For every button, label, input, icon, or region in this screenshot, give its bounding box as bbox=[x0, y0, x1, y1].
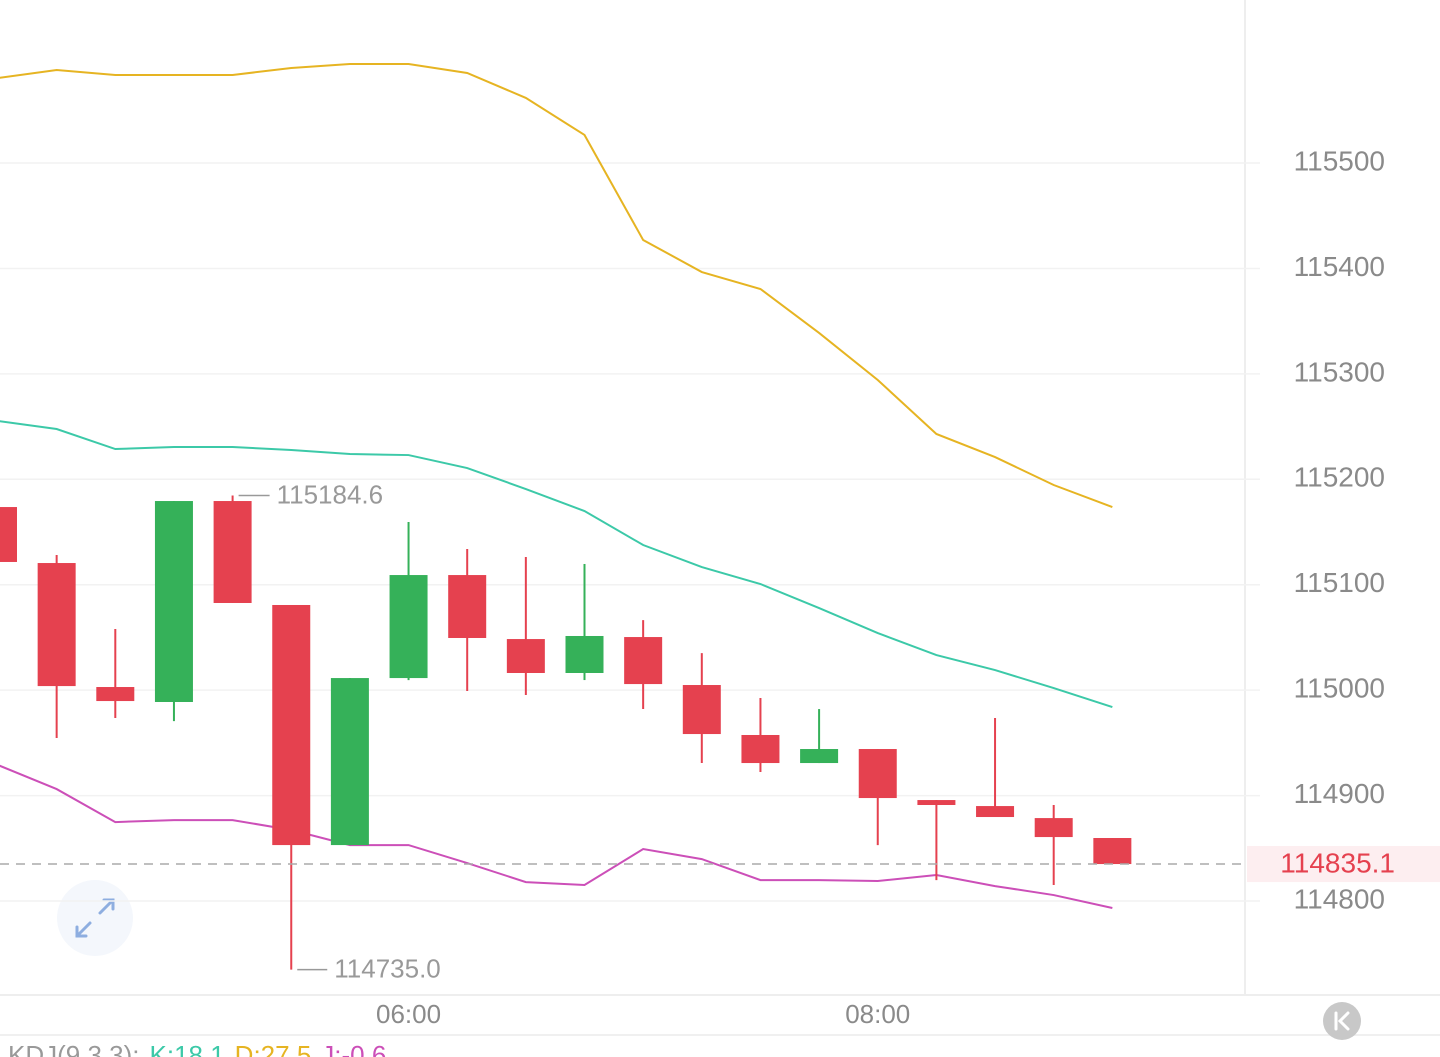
high-annotation: 115184.6 bbox=[277, 479, 384, 509]
indicator-row: KDJ(9,3,3): K:18.1 D:27.5 J:-0.6 bbox=[8, 1040, 386, 1057]
y-tick-label: 115300 bbox=[1294, 356, 1385, 387]
indicator-value: K:18.1 bbox=[150, 1040, 225, 1057]
expand-button[interactable] bbox=[57, 880, 133, 956]
y-tick-label: 114800 bbox=[1294, 883, 1385, 914]
candle-body bbox=[1093, 838, 1132, 865]
candle-body bbox=[448, 575, 487, 638]
y-tick-label: 114900 bbox=[1294, 778, 1385, 809]
candle-body bbox=[506, 639, 545, 673]
candle-body bbox=[1034, 818, 1073, 838]
indicator-value: J:-0.6 bbox=[321, 1040, 386, 1057]
band-line bbox=[0, 62, 1113, 508]
expand-icon bbox=[75, 898, 115, 938]
low-annotation: 114735.0 bbox=[334, 953, 441, 983]
last-price-label: 114835.1 bbox=[1280, 847, 1395, 878]
candle-body bbox=[917, 800, 956, 806]
candle-body bbox=[272, 604, 311, 846]
candle-body bbox=[858, 749, 897, 799]
candle-body bbox=[565, 635, 604, 673]
candle-body bbox=[741, 734, 780, 764]
candle-body bbox=[213, 501, 252, 603]
x-tick-label: 08:00 bbox=[845, 999, 910, 1029]
candle-body bbox=[976, 806, 1015, 818]
y-tick-label: 115400 bbox=[1294, 251, 1385, 282]
y-tick-label: 115200 bbox=[1294, 462, 1385, 493]
y-tick-label: 115100 bbox=[1294, 567, 1385, 598]
last-price-box bbox=[1247, 846, 1440, 883]
candle-body bbox=[0, 507, 17, 562]
band-line bbox=[0, 764, 1113, 909]
expand-button-bg bbox=[57, 880, 133, 956]
y-tick-label: 115000 bbox=[1294, 673, 1385, 704]
indicator-value: D:27.5 bbox=[235, 1040, 312, 1057]
candle-body bbox=[624, 637, 663, 685]
x-tick-label: 06:00 bbox=[376, 999, 441, 1029]
candle-body bbox=[800, 749, 839, 764]
candle-body bbox=[154, 501, 193, 702]
indicator-label: KDJ(9,3,3): bbox=[8, 1040, 140, 1057]
candle-body bbox=[330, 678, 369, 846]
candle-body bbox=[37, 563, 76, 687]
candle-body bbox=[682, 685, 721, 735]
latest-icon bbox=[1334, 1011, 1350, 1031]
candle-body bbox=[389, 575, 428, 679]
band-line bbox=[0, 420, 1113, 709]
latest-button[interactable] bbox=[1323, 1002, 1361, 1040]
candle-body bbox=[96, 687, 135, 702]
y-tick-label: 115500 bbox=[1294, 145, 1385, 176]
